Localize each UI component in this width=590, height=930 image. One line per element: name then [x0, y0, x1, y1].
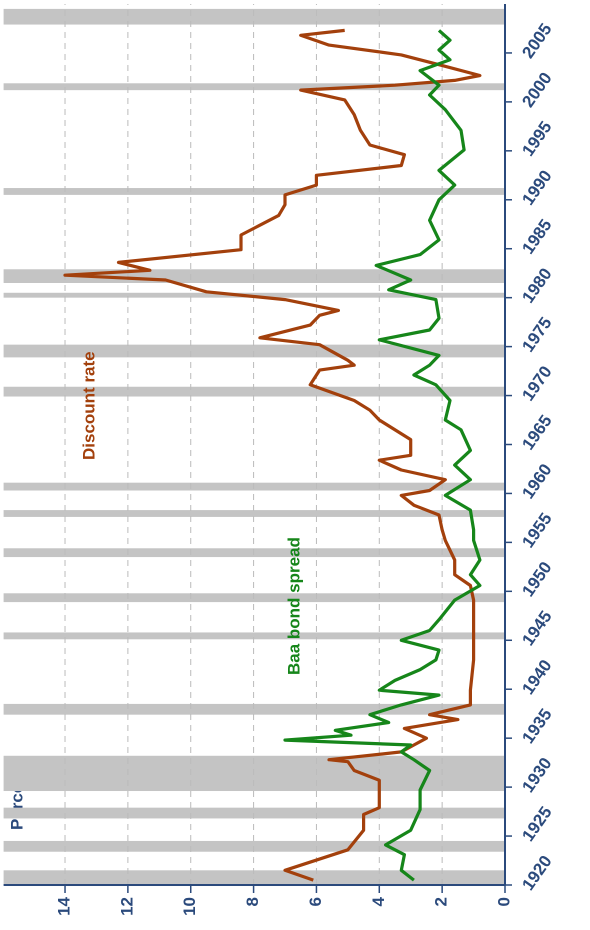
recession-band: [3, 548, 505, 558]
recession-band: [3, 188, 505, 195]
y-tick-label: 2: [432, 897, 451, 906]
series-label: Discount rate: [79, 351, 98, 460]
y-tick-label: 12: [117, 897, 136, 916]
recession-band: [3, 807, 505, 819]
x-tick-label: 1955: [518, 509, 555, 551]
x-tick-label: 1935: [518, 705, 555, 747]
x-tick-label: 1945: [518, 607, 555, 649]
x-tick-label: 1930: [518, 754, 555, 796]
recession-band: [3, 83, 505, 91]
x-tick-label: 2000: [518, 69, 555, 111]
recession-band: [3, 8, 505, 25]
x-tick-label: 1990: [518, 167, 555, 209]
y-tick-label: 8: [243, 897, 262, 906]
x-tick-label: 1950: [518, 558, 555, 600]
x-tick-label: 2005: [518, 20, 555, 62]
recession-band: [3, 870, 505, 885]
x-tick-label: 1925: [518, 803, 555, 845]
x-tick-label: 1980: [518, 265, 555, 307]
y-tick-label: 14: [55, 896, 74, 915]
recession-band: [3, 840, 505, 852]
x-tick-label: 1970: [518, 363, 555, 405]
y-tick-label: 10: [180, 897, 199, 916]
x-tick-label: 1995: [518, 118, 555, 160]
x-tick-label: 1920: [518, 852, 555, 894]
y-tick-label: 6: [306, 897, 325, 906]
x-tick-label: 1940: [518, 656, 555, 698]
recession-band: [3, 632, 505, 640]
rotated-plot: Percent 02468101214192019251930193519401…: [3, 4, 556, 916]
x-tick-label: 1985: [518, 216, 555, 258]
y-tick-label: 4: [369, 896, 388, 906]
x-tick-label: 1965: [518, 411, 555, 453]
y-tick-label: 0: [494, 897, 513, 906]
recession-band: [3, 593, 505, 603]
x-tick-label: 1960: [518, 460, 555, 502]
series-label: Baa bond spread: [284, 537, 303, 675]
data-line: [283, 29, 482, 882]
x-tick-label: 1975: [518, 314, 555, 356]
recession-band: [3, 510, 505, 517]
data-line: [63, 28, 482, 882]
